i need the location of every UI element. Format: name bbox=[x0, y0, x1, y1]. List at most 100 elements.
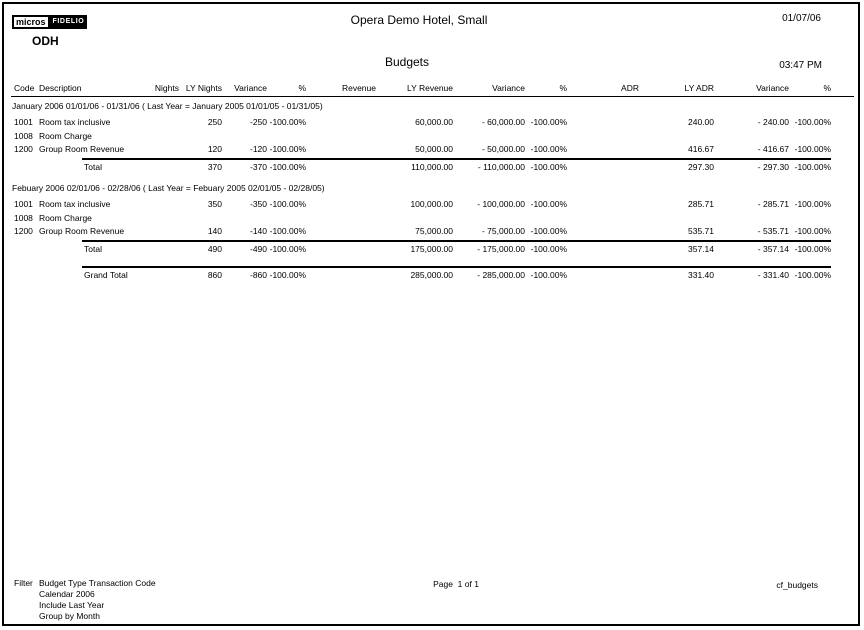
table-cell: 120 bbox=[207, 144, 222, 154]
table-cell bbox=[567, 269, 639, 282]
table-cell bbox=[453, 130, 525, 144]
table-cell: - 535.71 bbox=[757, 226, 789, 236]
column-header-description: Description bbox=[39, 83, 82, 93]
table-cell bbox=[306, 198, 376, 212]
table-cell bbox=[139, 198, 179, 212]
table-cell: Room Charge bbox=[39, 130, 92, 141]
table-cell: -100.00% bbox=[530, 162, 567, 172]
table-cell: 50,000.00 bbox=[415, 144, 453, 154]
table-cell: -100.00% bbox=[530, 226, 567, 236]
table-cell bbox=[306, 243, 376, 256]
table-cell: - 60,000.00 bbox=[481, 117, 525, 127]
filter-label: Filter bbox=[14, 578, 33, 588]
table-cell: -120 bbox=[249, 144, 267, 154]
micros-logo-text: micros bbox=[12, 15, 50, 29]
table-cell bbox=[139, 269, 179, 282]
table-cell: 75,000.00 bbox=[415, 226, 453, 236]
section-header: Febuary 2006 02/01/06 - 02/28/06 ( Last … bbox=[12, 183, 325, 193]
table-cell bbox=[639, 212, 714, 226]
table-cell: 416.67 bbox=[688, 144, 714, 154]
table-cell bbox=[267, 130, 306, 144]
table-cell: -100.00% bbox=[269, 244, 306, 254]
table-cell: 100,000.00 bbox=[410, 199, 453, 209]
table-cell bbox=[306, 116, 376, 130]
table-cell bbox=[306, 130, 376, 144]
table-cell: -100.00% bbox=[530, 199, 567, 209]
column-header-adr: ADR bbox=[621, 83, 639, 93]
table-cell: - 50,000.00 bbox=[481, 144, 525, 154]
table-cell: -370 bbox=[249, 162, 267, 172]
table-cell: 1200 bbox=[14, 144, 33, 154]
hotel-name: Opera Demo Hotel, Small bbox=[350, 13, 488, 27]
table-cell bbox=[139, 130, 179, 144]
table-cell bbox=[139, 116, 179, 130]
filter-criteria-list: Budget Type Transaction Code Calendar 20… bbox=[39, 578, 156, 622]
report-id: cf_budgets bbox=[776, 580, 818, 590]
section-header: January 2006 01/01/06 - 01/31/06 ( Last … bbox=[12, 101, 323, 111]
table-cell: 285.71 bbox=[688, 199, 714, 209]
table-cell bbox=[453, 212, 525, 226]
table-cell bbox=[306, 143, 376, 157]
table-cell: Group Room Revenue bbox=[39, 144, 125, 154]
table-cell: - 285.71 bbox=[757, 199, 789, 209]
table-cell: 357.14 bbox=[688, 244, 714, 254]
column-header-variance-nights: Variance bbox=[234, 83, 267, 93]
report-table-body: January 2006 01/01/06 - 01/31/06 ( Last … bbox=[12, 100, 831, 282]
table-cell: Room tax inclusive bbox=[39, 117, 111, 127]
table-column-headers: Code Description Nights LY Nights Varian… bbox=[14, 82, 831, 95]
table-cell: -100.00% bbox=[530, 117, 567, 127]
table-cell: 1001 bbox=[14, 117, 33, 127]
column-header-pct-adr: % bbox=[823, 83, 831, 93]
column-header-ly-nights: LY Nights bbox=[185, 83, 222, 93]
table-cell: -100.00% bbox=[530, 144, 567, 154]
print-date: 01/07/06 bbox=[782, 13, 821, 24]
fidelio-logo-text: FIDELIO bbox=[49, 15, 88, 29]
table-cell bbox=[567, 161, 639, 174]
budget-month-section: January 2006 01/01/06 - 01/31/06 ( Last … bbox=[12, 100, 831, 174]
table-cell bbox=[789, 130, 831, 144]
table-cell bbox=[306, 269, 376, 282]
table-cell: Total bbox=[84, 162, 102, 172]
table-cell: -490 bbox=[249, 244, 267, 254]
table-cell: -100.00% bbox=[794, 244, 831, 254]
table-cell: Grand Total bbox=[84, 270, 128, 280]
table-cell: 350 bbox=[207, 199, 222, 209]
filter-line-calendar: Calendar 2006 bbox=[39, 589, 95, 599]
table-cell: 297.30 bbox=[688, 162, 714, 172]
table-cell bbox=[139, 243, 179, 256]
table-cell bbox=[567, 130, 639, 144]
table-cell: -100.00% bbox=[530, 270, 567, 280]
print-time: 03:47 PM bbox=[779, 60, 822, 71]
column-header-revenue: Revenue bbox=[341, 83, 376, 93]
table-cell: -100.00% bbox=[794, 162, 831, 172]
table-cell: - 285,000.00 bbox=[477, 270, 525, 280]
table-cell bbox=[14, 269, 39, 282]
table-cell: 110,000.00 bbox=[411, 162, 453, 172]
table-cell: - 75,000.00 bbox=[481, 226, 525, 236]
report-title: Budgets bbox=[384, 55, 430, 69]
table-cell: -140 bbox=[249, 226, 267, 236]
table-cell: -860 bbox=[249, 270, 267, 280]
table-cell bbox=[306, 161, 376, 174]
table-cell bbox=[789, 212, 831, 226]
section-total-row: Total 370 -370 -100.00% 110,000.00 - 110,000.… bbox=[14, 161, 831, 174]
table-cell: -100.00% bbox=[269, 199, 306, 209]
table-cell: -100.00% bbox=[530, 244, 567, 254]
table-cell: Room Charge bbox=[39, 212, 92, 223]
column-header-variance-revenue: Variance bbox=[492, 83, 525, 93]
table-cell: 331.40 bbox=[688, 270, 714, 280]
table-cell: 1001 bbox=[14, 199, 33, 209]
micros-fidelio-logo: micros FIDELIO bbox=[12, 15, 88, 29]
table-cell bbox=[222, 212, 267, 226]
table-cell: Group Room Revenue bbox=[39, 226, 125, 236]
table-cell: - 416.67 bbox=[757, 144, 789, 154]
table-cell: -100.00% bbox=[794, 117, 831, 127]
table-cell: 370 bbox=[207, 162, 222, 172]
table-cell bbox=[639, 130, 714, 144]
table-cell bbox=[267, 212, 306, 226]
table-cell bbox=[179, 130, 222, 144]
table-cell: - 110,000.00 bbox=[477, 162, 525, 172]
column-header-pct-nights: % bbox=[298, 83, 306, 93]
table-cell: - 175,000.00 bbox=[477, 244, 525, 254]
